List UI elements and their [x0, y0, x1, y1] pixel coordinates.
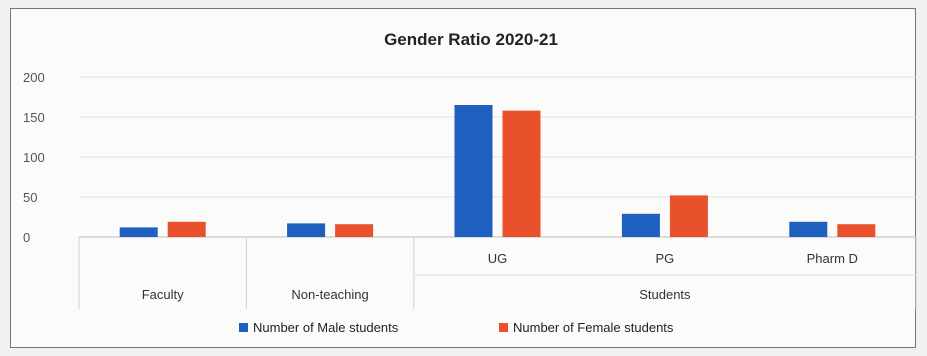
bar-female-pharm-d — [837, 224, 876, 237]
gridlines — [79, 76, 916, 238]
legend-swatch — [499, 323, 508, 332]
bar-female-non-teaching — [335, 224, 374, 237]
legend: Number of Male students Number of Female … — [239, 320, 674, 335]
legend-label: Number of Male students — [253, 320, 399, 335]
bar-chart: Gender Ratio 2020-21 0 50 100 150 200 Facult… — [23, 30, 917, 335]
bar-male-faculty — [119, 227, 158, 237]
chart-frame: Gender Ratio 2020-21 0 50 100 150 200 Facult… — [10, 8, 917, 348]
category-label: Faculty — [142, 287, 184, 302]
x-axis: Faculty Non-teaching UG PG Pharm D Students — [78, 237, 917, 309]
bar-male-non-teaching — [287, 223, 326, 237]
y-axis: 0 50 100 150 200 — [23, 70, 45, 245]
bar-female-ug — [502, 110, 541, 237]
y-tick-label: 50 — [23, 190, 37, 205]
bar-female-pg — [669, 195, 708, 237]
category-label: Non-teaching — [291, 287, 368, 302]
bar-male-ug — [454, 105, 493, 237]
bar-male-pg — [621, 213, 660, 237]
bar-female-faculty — [167, 221, 206, 237]
legend-swatch — [239, 323, 248, 332]
bars — [119, 105, 876, 237]
group-label-students: Students — [639, 287, 691, 302]
y-tick-label: 100 — [23, 150, 45, 165]
y-tick-label: 150 — [23, 110, 45, 125]
legend-label: Number of Female students — [513, 320, 674, 335]
chart-title: Gender Ratio 2020-21 — [384, 30, 558, 49]
category-label: Pharm D — [807, 251, 858, 266]
category-label: UG — [488, 251, 508, 266]
category-label: PG — [656, 251, 675, 266]
y-tick-label: 200 — [23, 70, 45, 85]
bar-male-pharm-d — [789, 221, 828, 237]
y-tick-label: 0 — [23, 230, 30, 245]
